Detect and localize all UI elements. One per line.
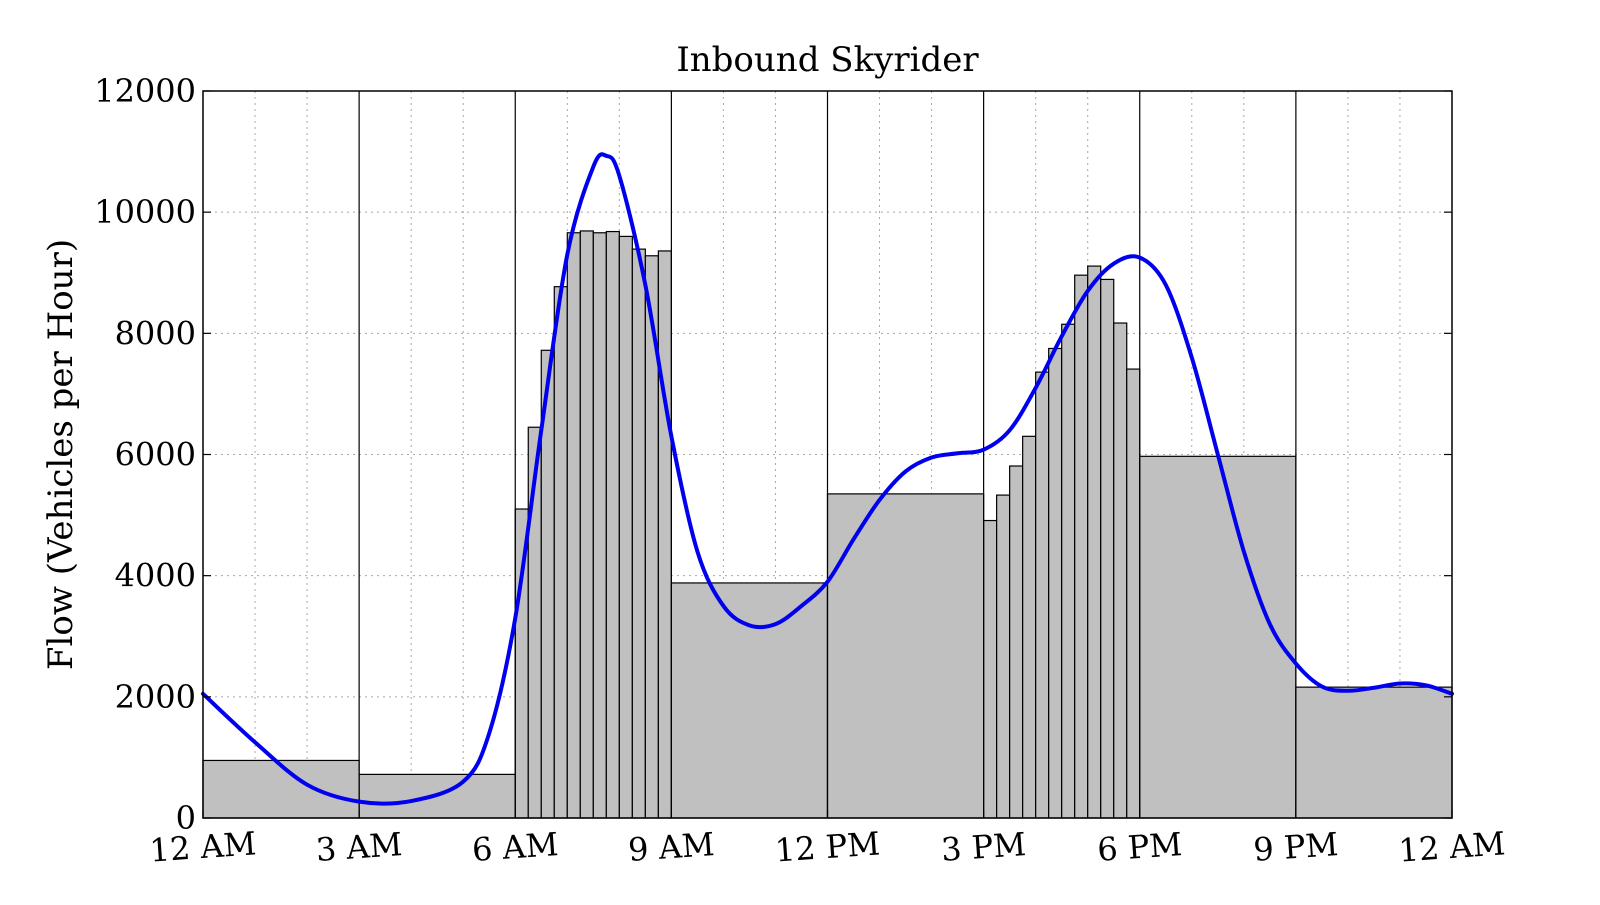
bar-20 — [1035, 371, 1050, 819]
bars-layer — [202, 230, 1453, 819]
bar-18 — [1009, 465, 1024, 819]
bar-9 — [605, 230, 620, 819]
y-tick-label: 6000 — [115, 436, 196, 474]
bar-7 — [579, 230, 594, 819]
bar-8 — [592, 232, 607, 819]
y-tick-label: 2000 — [115, 678, 196, 716]
y-axis-label: Flow (Vehicles per Hour) — [41, 239, 81, 670]
bar-26 — [1113, 322, 1128, 819]
x-tick-label: 6 PM — [1096, 825, 1183, 869]
bar-16 — [983, 519, 998, 819]
y-tick-label: 10000 — [94, 193, 196, 231]
bar-25 — [1100, 278, 1115, 819]
y-tick-label: 0 — [176, 799, 196, 837]
bar-23 — [1074, 274, 1089, 819]
bar-22 — [1061, 323, 1076, 819]
bar-14 — [670, 582, 829, 819]
y-tick-label: 12000 — [94, 72, 196, 110]
bar-19 — [1022, 435, 1037, 819]
bar-29 — [1295, 686, 1453, 819]
flow-curve-line — [201, 152, 1454, 806]
x-axis-ticks: 12 AM 3 AM 6 AM 9 AM 12 PM 3 PM 6 PM 9 PM 12 AM — [148, 810, 1507, 870]
x-tick-label: 12 AM — [148, 824, 257, 869]
x-tick-label: 3 AM — [315, 825, 404, 869]
curve-layer — [201, 152, 1454, 806]
x-tick-label: 6 AM — [471, 825, 560, 869]
bar-6 — [566, 232, 581, 819]
y-axis-ticks: 0 2000 4000 6000 8000 10000 12000 — [94, 72, 1452, 837]
chart-title: Inbound Skyrider — [676, 40, 979, 80]
bar-24 — [1087, 265, 1102, 819]
bar-13 — [657, 250, 672, 819]
y-tick-label: 4000 — [115, 557, 196, 595]
bar-10 — [618, 235, 633, 819]
y-tick-label: 8000 — [115, 314, 196, 352]
bar-17 — [996, 494, 1011, 819]
bar-0 — [202, 759, 360, 819]
bar-11 — [631, 248, 646, 819]
bar-21 — [1048, 347, 1063, 819]
bar-27 — [1126, 368, 1141, 819]
bar-5 — [553, 286, 568, 819]
period-boundaries — [358, 91, 1297, 818]
bar-28 — [1139, 455, 1297, 819]
x-tick-label: 3 PM — [940, 825, 1027, 869]
x-tick-label: 12 PM — [774, 824, 882, 869]
x-tick-label: 9 AM — [627, 825, 716, 869]
x-tick-label: 9 PM — [1252, 825, 1339, 869]
x-tick-label: 12 AM — [1397, 824, 1506, 869]
